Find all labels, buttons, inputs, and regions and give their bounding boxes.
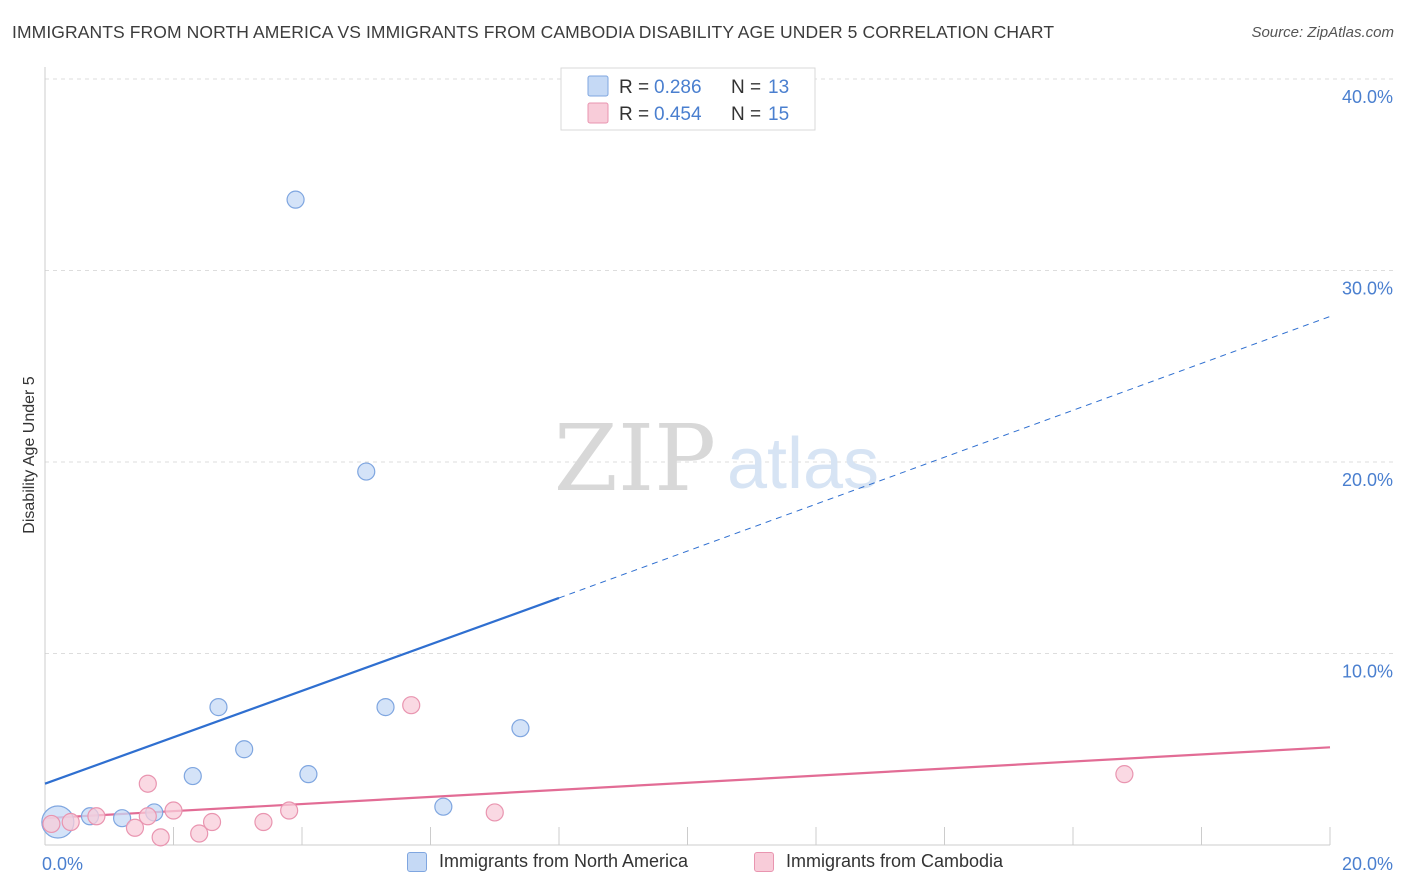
watermark-atlas: atlas: [727, 424, 879, 504]
y-tick-label: 10.0%: [1342, 662, 1393, 682]
legend-r-value-pink: 0.454: [654, 104, 702, 125]
point-cambodia: [42, 814, 61, 834]
legend-n-value-pink: 15: [768, 104, 789, 125]
watermark-zip: ZIP: [554, 405, 716, 512]
trendline-north-america: [44, 596, 560, 785]
point-cambodia: [202, 812, 222, 832]
y-tick-label: 30.0%: [1342, 279, 1393, 299]
legend-n-value-blue: 13: [768, 77, 789, 98]
legend-swatch-north-america: [407, 851, 427, 872]
tick-label-layer: 10.0% 20.0% 30.0% 40.0% 0.0% 20.0%: [42, 87, 1393, 874]
point-cambodia: [125, 818, 145, 837]
x-tick-label: 0.0%: [42, 854, 83, 874]
point-cambodia: [138, 807, 157, 826]
point-cambodia: [151, 828, 170, 847]
legend-label-cambodia: Immigrants from Cambodia: [786, 851, 1004, 871]
point-north-america: [209, 698, 228, 717]
legend-n-label-pink: N =: [731, 104, 761, 125]
legend-r-label-blue: R =: [619, 77, 649, 98]
point-north-america: [286, 190, 305, 209]
legend-label-north-america: Immigrants from North America: [439, 851, 689, 871]
axis-layer: [44, 67, 1331, 846]
legend-swatch-blue: [587, 75, 609, 97]
point-north-america: [511, 719, 530, 738]
point-cambodia: [402, 696, 421, 715]
watermark: ZIP atlas: [554, 405, 879, 512]
point-layer: [41, 190, 1134, 847]
point-north-america: [183, 766, 202, 786]
chart-title: IMMIGRANTS FROM NORTH AMERICA VS IMMIGRA…: [12, 22, 1055, 42]
legend-n-label-blue: N =: [731, 77, 761, 98]
legend-swatch-cambodia: [754, 851, 774, 872]
bottom-legend: Immigrants from North America Immigrants…: [0, 851, 1406, 879]
point-cambodia: [280, 801, 299, 820]
point-cambodia: [485, 803, 504, 822]
legend-swatch-pink: [587, 102, 609, 124]
legend-box: R = 0.286 N = 13 R = 0.454 N = 15: [560, 67, 816, 131]
y-axis-label: Disability Age Under 5: [21, 376, 38, 534]
point-cambodia: [61, 812, 80, 832]
trendline-cambodia: [44, 746, 1331, 820]
point-cambodia: [87, 807, 106, 826]
point-north-america: [376, 698, 395, 717]
legend-r-value-blue: 0.286: [654, 77, 702, 98]
point-cambodia: [1115, 765, 1134, 784]
x-tick-label: 20.0%: [1342, 854, 1393, 874]
trend-layer: [44, 315, 1331, 820]
point-cambodia: [190, 824, 209, 843]
legend-item-cambodia: Immigrants from Cambodia: [754, 851, 1003, 872]
legend-item-north-america: Immigrants from North America: [407, 851, 688, 872]
point-north-america: [434, 797, 453, 816]
y-tick-label: 20.0%: [1342, 470, 1393, 490]
point-cambodia: [254, 812, 273, 832]
point-cambodia: [164, 801, 183, 820]
point-north-america: [357, 462, 376, 481]
trendline-north-america-extrapolated: [558, 315, 1331, 599]
y-tick-label: 40.0%: [1342, 87, 1393, 107]
legend-r-label-pink: R =: [619, 104, 649, 125]
point-cambodia: [138, 774, 157, 793]
source-label: Source: ZipAtlas.com: [1251, 24, 1394, 41]
point-north-america: [235, 740, 254, 759]
point-north-america: [299, 765, 318, 784]
point-north-america: [112, 809, 132, 828]
